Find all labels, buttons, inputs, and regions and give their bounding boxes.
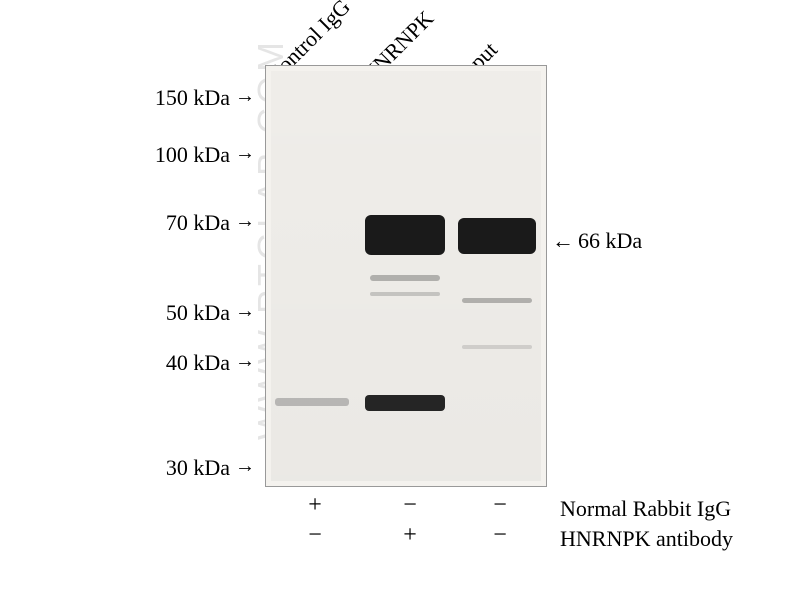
mw-label: 70 kDa [130, 210, 230, 236]
antibody-row-label: HNRNPK antibody [560, 526, 733, 552]
band [462, 345, 532, 349]
mw-label: 30 kDa [130, 455, 230, 481]
arrow-icon: → [235, 210, 255, 233]
band [275, 398, 349, 406]
pm-mark: − [455, 492, 545, 519]
target-arrow-icon: ← [552, 228, 574, 254]
band [365, 395, 445, 411]
pm-mark: + [365, 522, 455, 549]
arrow-icon: → [235, 350, 255, 373]
mw-label: 40 kDa [130, 350, 230, 376]
arrow-icon: → [235, 300, 255, 323]
band [458, 218, 536, 254]
mw-label: 100 kDa [130, 142, 230, 168]
band [370, 292, 440, 296]
arrow-icon: → [235, 85, 255, 108]
mw-label: 50 kDa [130, 300, 230, 326]
figure-container: WWW.PTGLAB.COM Control IgG HNRNPK Input … [0, 0, 800, 600]
target-band-label: 66 kDa [578, 228, 642, 254]
pm-mark: − [455, 522, 545, 549]
band [365, 215, 445, 255]
mw-label: 150 kDa [130, 85, 230, 111]
pm-mark: − [270, 522, 360, 549]
pm-mark: − [365, 492, 455, 519]
pm-mark: + [270, 492, 360, 519]
band [370, 275, 440, 281]
arrow-icon: → [235, 142, 255, 165]
band [462, 298, 532, 303]
antibody-row-label: Normal Rabbit IgG [560, 496, 731, 522]
arrow-icon: → [235, 455, 255, 478]
